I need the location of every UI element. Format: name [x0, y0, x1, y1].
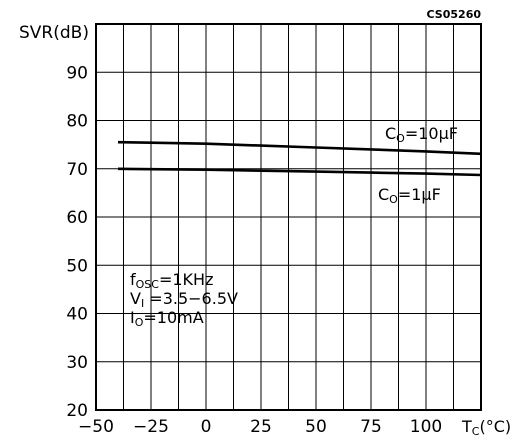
series-line	[117, 167, 482, 177]
y-tick-label: 90	[66, 63, 88, 83]
figure-code: CS05260	[427, 8, 482, 21]
series-label: CO=1μF	[378, 185, 441, 206]
x-tick-label: 25	[250, 417, 272, 437]
x-tick-label: 75	[360, 417, 382, 437]
x-axis-label: TC(°C)	[461, 417, 511, 438]
x-tick-label: −25	[133, 417, 169, 437]
x-tick-label: 50	[305, 417, 327, 437]
tick-labels: −50 −25 0 25 50 75 100 20 30 40 50 60 70 80 90	[66, 63, 442, 437]
y-tick-label: 60	[66, 208, 88, 228]
series-lines	[117, 140, 482, 177]
x-tick-label: 0	[201, 417, 212, 437]
y-tick-label: 50	[66, 256, 88, 276]
series-labels: CO=10μF CO=1μF	[378, 124, 458, 206]
y-tick-label: 30	[66, 353, 88, 373]
condition-line: VI =3.5−6.5V	[130, 289, 238, 310]
y-axis-label: SVR(dB)	[19, 23, 89, 43]
condition-line: IO=10mA	[130, 308, 204, 329]
x-tick-label: 100	[410, 417, 442, 437]
y-tick-label: 70	[66, 160, 88, 180]
condition-line: fOSC=1KHz	[130, 270, 213, 291]
series-label: CO=10μF	[385, 124, 458, 145]
x-tick-label: −50	[78, 417, 114, 437]
y-tick-label: 40	[66, 305, 88, 325]
y-tick-label: 20	[66, 401, 88, 421]
plot-frame	[95, 23, 482, 411]
y-tick-label: 80	[66, 112, 88, 132]
series-line	[117, 140, 482, 156]
grid	[96, 24, 481, 410]
